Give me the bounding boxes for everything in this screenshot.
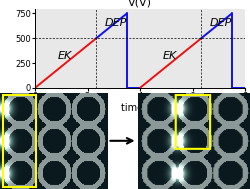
Text: EK: EK <box>162 51 176 61</box>
Text: DEP: DEP <box>104 18 127 28</box>
Text: EK: EK <box>57 51 71 61</box>
Title: V(V): V(V) <box>128 0 152 8</box>
X-axis label: time (s): time (s) <box>121 102 159 112</box>
Text: DEP: DEP <box>210 18 232 28</box>
